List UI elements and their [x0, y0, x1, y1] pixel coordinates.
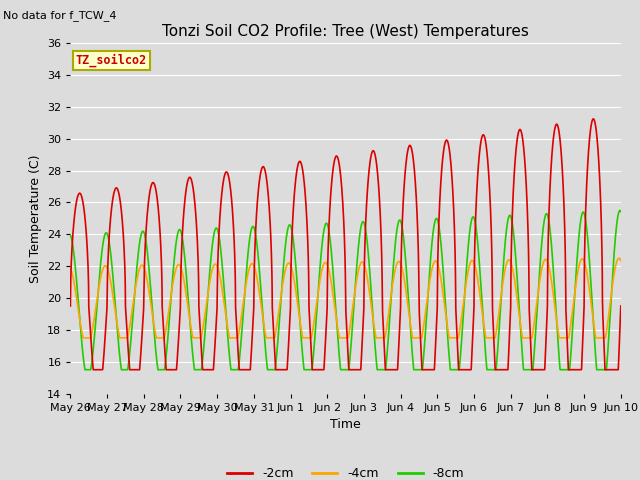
Title: Tonzi Soil CO2 Profile: Tree (West) Temperatures: Tonzi Soil CO2 Profile: Tree (West) Temp…: [162, 24, 529, 39]
Text: No data for f_TCW_4: No data for f_TCW_4: [3, 10, 116, 21]
-2cm: [617, 303, 625, 309]
-4cm: [129, 299, 137, 305]
-4cm: [67, 265, 74, 271]
Line: -8cm: -8cm: [70, 210, 621, 370]
-8cm: [81, 367, 89, 372]
-4cm: [162, 326, 170, 332]
-8cm: [67, 232, 74, 238]
-4cm: [301, 335, 309, 341]
Legend: -2cm, -4cm, -8cm: -2cm, -4cm, -8cm: [222, 462, 469, 480]
-4cm: [617, 258, 625, 264]
-4cm: [278, 288, 285, 294]
-8cm: [301, 367, 309, 372]
-2cm: [301, 195, 309, 201]
-8cm: [129, 308, 137, 313]
Line: -2cm: -2cm: [70, 119, 621, 370]
-8cm: [617, 209, 625, 215]
-2cm: [547, 168, 555, 174]
-8cm: [278, 287, 285, 293]
-8cm: [616, 207, 624, 213]
-4cm: [606, 300, 614, 306]
-8cm: [162, 355, 170, 360]
-2cm: [67, 303, 74, 309]
-2cm: [90, 367, 97, 372]
-2cm: [162, 365, 170, 371]
-8cm: [606, 312, 614, 318]
Y-axis label: Soil Temperature (C): Soil Temperature (C): [29, 154, 42, 283]
-4cm: [547, 274, 555, 280]
-8cm: [547, 235, 555, 241]
-2cm: [589, 116, 597, 122]
Line: -4cm: -4cm: [70, 258, 621, 338]
-4cm: [79, 335, 87, 341]
-2cm: [607, 367, 614, 372]
-2cm: [278, 367, 285, 372]
X-axis label: Time: Time: [330, 418, 361, 431]
-4cm: [615, 255, 623, 261]
-2cm: [129, 367, 137, 372]
Text: TZ_soilco2: TZ_soilco2: [76, 54, 147, 67]
